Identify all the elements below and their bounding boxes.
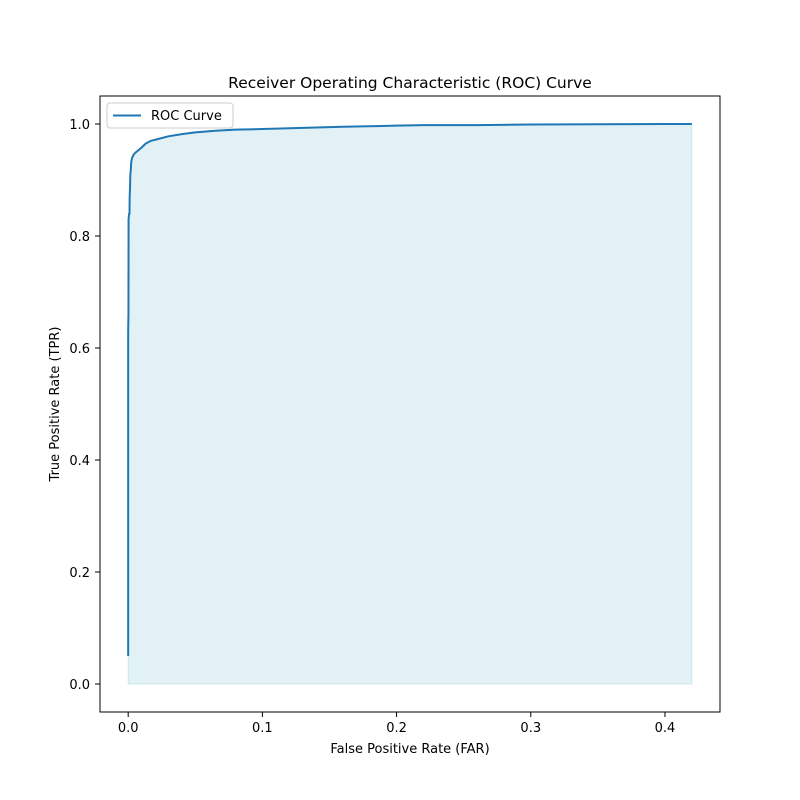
y-axis-label: True Positive Rate (TPR) — [48, 327, 63, 483]
y-tick-label: 0.8 — [69, 230, 90, 245]
y-tick-label: 0.2 — [69, 566, 90, 581]
chart-title: Receiver Operating Characteristic (ROC) … — [228, 74, 592, 92]
roc-curve-line — [127, 123, 692, 656]
y-tick-label: 0.4 — [69, 454, 90, 469]
legend-label: ROC Curve — [151, 109, 222, 124]
legend: ROC Curve — [106, 102, 234, 129]
y-tick-label: 0.6 — [69, 342, 90, 357]
x-axis-label: False Positive Rate (FAR) — [330, 742, 489, 757]
x-tick-label: 0.0 — [118, 721, 139, 736]
x-axis: 0.0 0.1 0.2 0.3 0.4 — [118, 712, 675, 736]
y-tick-label: 1.0 — [69, 118, 90, 133]
x-tick-label: 0.4 — [655, 721, 676, 736]
x-tick-label: 0.2 — [386, 721, 407, 736]
legend-box — [106, 102, 234, 129]
x-tick-label: 0.1 — [252, 721, 273, 736]
plot-area — [127, 123, 693, 685]
y-tick-label: 0.0 — [69, 678, 90, 693]
plot-frame — [99, 95, 721, 713]
roc-area-fill — [127, 123, 693, 685]
x-tick-label: 0.3 — [520, 721, 541, 736]
y-axis: 0.0 0.2 0.4 0.6 0.8 1.0 — [69, 118, 100, 693]
